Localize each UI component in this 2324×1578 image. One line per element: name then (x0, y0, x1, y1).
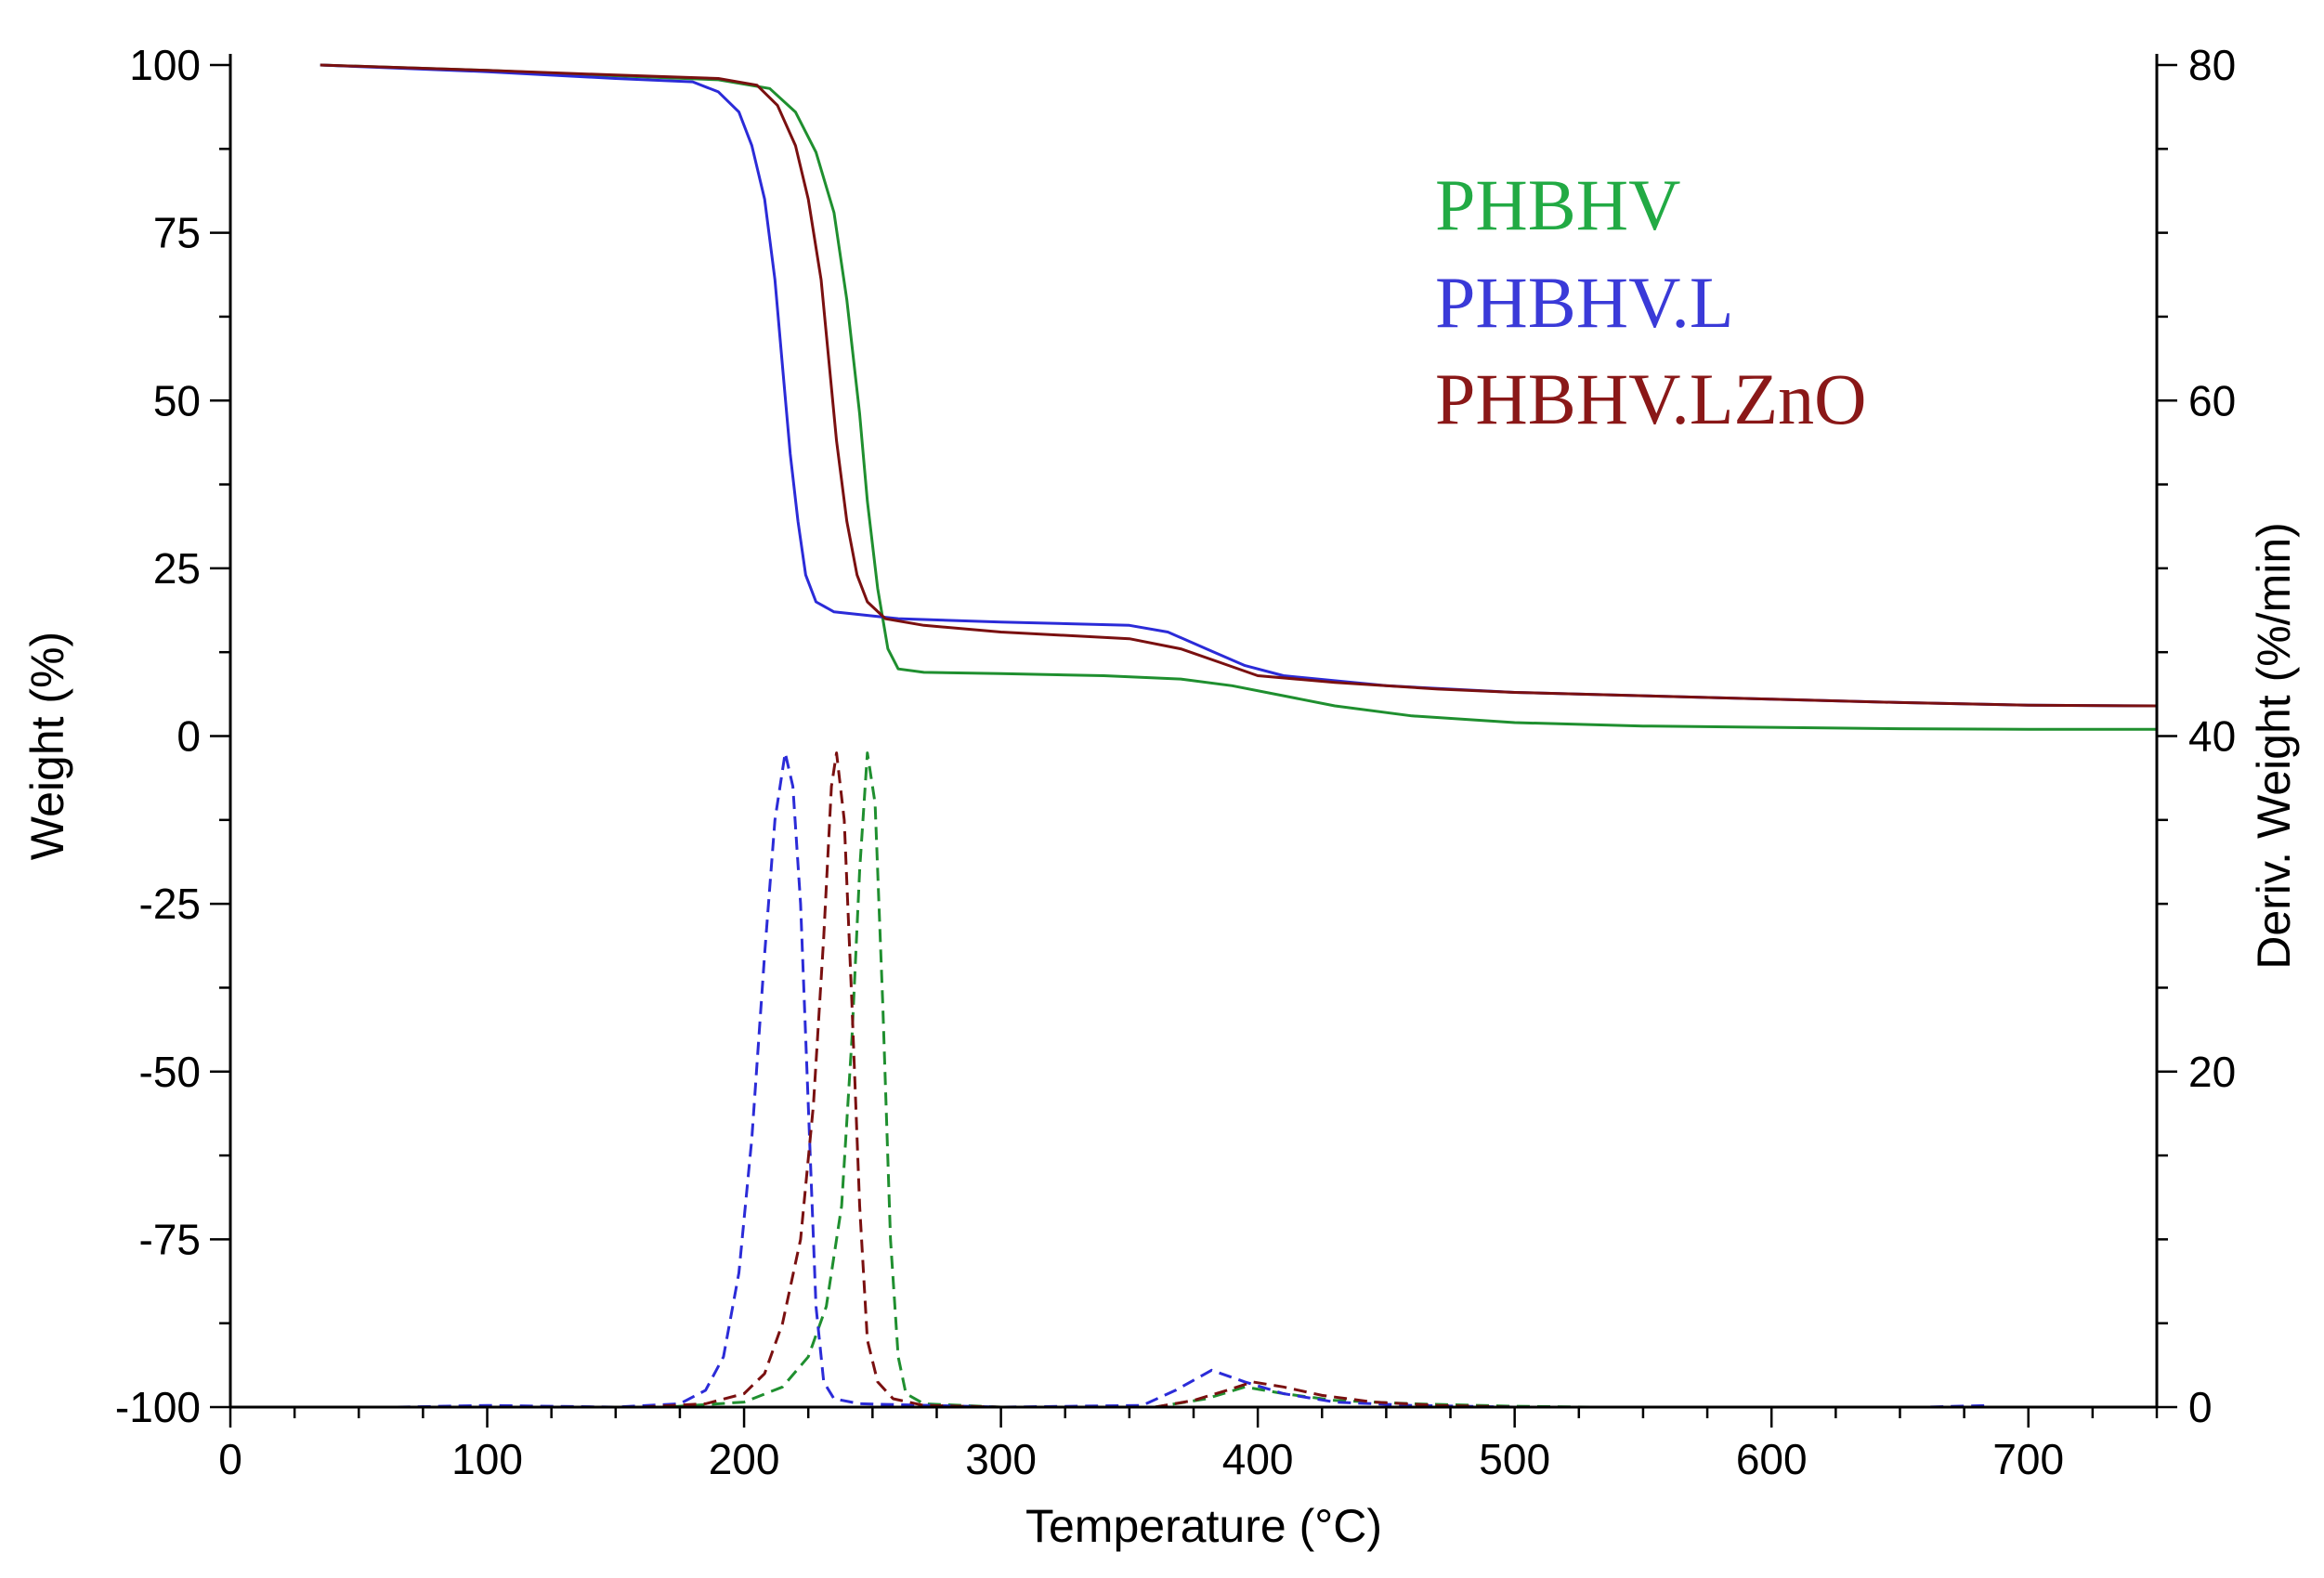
series-line-phbhv-derivative (487, 751, 1592, 1409)
x-tick-label: 600 (1736, 1435, 1808, 1483)
series-line-phbhv-l-derivative (397, 751, 1991, 1409)
y-tick-label: 75 (153, 209, 201, 257)
y2-tick-label: 0 (2188, 1383, 2213, 1431)
legend-entry-phbhv-l: PHBHV.L (1435, 262, 1733, 343)
tick-labels: 0 100 200 300 400 500 600 7001007550250-25-50-7… (115, 41, 2236, 1483)
series-line-phbhv-l-weight (320, 63, 2158, 708)
series-layer (320, 63, 2158, 1409)
series-line-phbhv-lzno-derivative (397, 751, 1515, 1409)
x-tick-label: 0 (218, 1435, 242, 1483)
y-tick-label: -25 (139, 880, 201, 928)
y-tick-label: -50 (139, 1048, 201, 1096)
series-line-phbhv-lzno-weight (320, 63, 2158, 708)
y2-tick-label: 40 (2188, 712, 2236, 761)
legend: PHBHV PHBHV.L PHBHV.LZnO (1435, 164, 1866, 439)
axis-ticks (210, 63, 2177, 1428)
series-line-phbhv-weight (320, 63, 2157, 731)
x-tick-label: 400 (1222, 1435, 1294, 1483)
y2-tick-label: 20 (2188, 1048, 2236, 1096)
y-tick-label: 0 (176, 712, 201, 761)
x-tick-label: 300 (965, 1435, 1037, 1483)
y-tick-label: -100 (115, 1383, 201, 1431)
x-axis-title: Temperature (°C) (1025, 1500, 1382, 1552)
x-tick-label: 100 (451, 1435, 523, 1483)
x-tick-label: 200 (709, 1435, 780, 1483)
x-tick-label: 500 (1479, 1435, 1550, 1483)
y-tick-label: 100 (129, 41, 201, 89)
legend-entry-phbhv: PHBHV (1435, 164, 1680, 245)
legend-entry-phbhv-lzno: PHBHV.LZnO (1435, 359, 1866, 439)
y2-tick-label: 80 (2188, 41, 2236, 89)
plot-frame (228, 54, 2159, 1409)
y-tick-label: 25 (153, 544, 201, 593)
y-tick-label: 50 (153, 376, 201, 424)
y-axis-title: Weight (%) (21, 632, 73, 860)
y2-axis-title: Deriv. Weight (%/min) (2248, 522, 2300, 970)
y-tick-label: -75 (139, 1215, 201, 1263)
x-tick-label: 700 (1992, 1435, 2064, 1483)
y2-tick-label: 60 (2188, 376, 2236, 424)
